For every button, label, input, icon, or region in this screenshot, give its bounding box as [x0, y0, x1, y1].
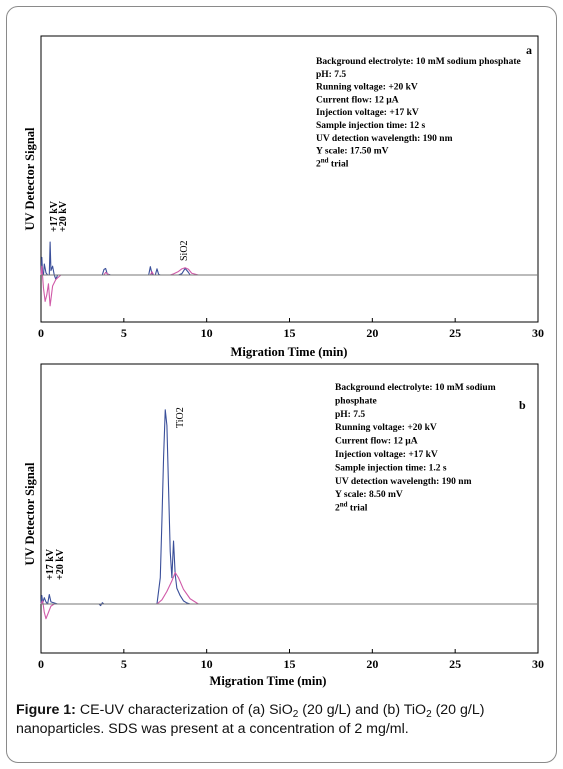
panel-label: b	[519, 398, 526, 412]
x-tick-label: 20	[366, 326, 378, 340]
x-tick-label: 0	[38, 657, 44, 671]
chart-panel-b: b Background electrolyte: 10 mM sodium ph…	[23, 363, 544, 688]
series-line-1	[40, 409, 207, 607]
info-line: Background electrolyte: 10 mM sodium pho…	[316, 57, 521, 67]
x-tick-label: 10	[201, 657, 213, 671]
x-tick-label: 10	[201, 326, 213, 340]
info-box: Background electrolyte: 10 mM sodium phos…	[335, 383, 496, 514]
x-tick-label: 5	[121, 326, 127, 340]
annotation-17kv: +17 kV	[49, 200, 60, 232]
panel-label: a	[526, 43, 532, 57]
series-line-2	[40, 571, 224, 620]
info-line: Running voltage: +20 kV	[316, 83, 418, 93]
x-tick-label: 15	[284, 326, 296, 340]
caption-sub-2: 2	[426, 709, 432, 720]
info-line: 2nd trial	[316, 156, 349, 169]
figure-frame	[6, 6, 557, 763]
x-tick-label: 25	[449, 326, 461, 340]
info-line: Y scale: 8.50 mV	[335, 490, 403, 500]
info-line: phosphate	[335, 396, 377, 406]
annotation-tio2: TiO2	[175, 407, 186, 428]
caption-prefix: Figure 1:	[16, 702, 76, 718]
caption-text-1: CE-UV characterization of (a) SiO	[75, 702, 293, 718]
annotation-20kv: +20 kV	[58, 200, 69, 232]
figure-caption: Figure 1: CE-UV characterization of (a) …	[16, 701, 551, 739]
y-axis-label: UV Detector Signal	[23, 127, 37, 231]
x-tick-label: 0	[38, 326, 44, 340]
x-axis-label: Migration Time (min)	[210, 674, 327, 688]
info-line: Sample injection time: 12 s	[316, 121, 426, 131]
info-line: UV detection wavelength: 190 nm	[335, 477, 472, 487]
x-tick-label: 30	[532, 326, 544, 340]
info-line: Injection voltage: +17 kV	[335, 450, 438, 460]
info-box: Background electrolyte: 10 mM sodium pho…	[316, 57, 521, 169]
x-axis-ticks: 0 5 10 15 20 25 30	[38, 318, 544, 340]
info-line: Y scale: 17.50 mV	[316, 147, 389, 157]
y-axis-label: UV Detector Signal	[23, 462, 37, 566]
x-tick-label: 20	[366, 657, 378, 671]
info-line: Current flow: 12 µA	[335, 437, 418, 447]
info-line: Background electrolyte: 10 mM sodium	[335, 383, 496, 393]
x-axis-label: Migration Time (min)	[231, 345, 348, 359]
series-group	[40, 241, 538, 307]
x-tick-label: 25	[449, 657, 461, 671]
plot-area	[40, 35, 539, 323]
annotation-20kv: +20 kV	[55, 548, 66, 580]
info-line: pH: 7.5	[316, 70, 346, 80]
chart-panel-a: a Background electrolyte: 10 mM sodium p…	[23, 35, 544, 359]
info-line: pH: 7.5	[335, 410, 365, 420]
series-group	[40, 409, 538, 620]
info-line: Sample injection time: 1.2 s	[335, 463, 447, 473]
caption-text-2: (20 g/L) and (b) TiO	[298, 702, 427, 718]
info-line: 2nd trial	[335, 501, 368, 514]
caption-text-3: (20 g/L) nanoparticles. SDS was present …	[16, 702, 485, 737]
caption-sub-1: 2	[292, 709, 299, 720]
series-line-2	[40, 265, 207, 307]
info-line: Injection voltage: +17 kV	[316, 108, 419, 118]
annotation-sio2: SiO2	[179, 240, 190, 261]
x-tick-label: 15	[284, 657, 296, 671]
annotation-17kv: +17 kV	[45, 548, 56, 580]
x-tick-label: 5	[121, 657, 127, 671]
info-line: UV detection wavelength: 190 nm	[316, 134, 453, 144]
x-tick-label: 30	[532, 657, 544, 671]
plot-area	[40, 363, 539, 654]
info-line: Running voltage: +20 kV	[335, 423, 437, 433]
info-line: Current flow: 12 µA	[316, 95, 399, 105]
x-axis-ticks: 0 5 10 15 20 25 30	[38, 649, 544, 671]
